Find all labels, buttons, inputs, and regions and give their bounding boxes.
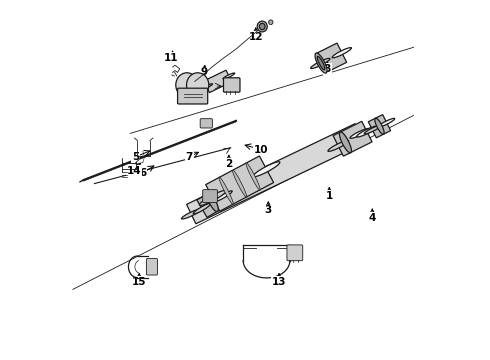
Polygon shape (187, 124, 365, 224)
FancyBboxPatch shape (223, 78, 240, 92)
Ellipse shape (269, 20, 273, 24)
FancyBboxPatch shape (287, 245, 303, 261)
FancyBboxPatch shape (177, 88, 208, 104)
Text: 4: 4 (368, 213, 376, 222)
Ellipse shape (181, 209, 201, 219)
Ellipse shape (246, 163, 260, 190)
Polygon shape (316, 43, 346, 73)
Text: 10: 10 (254, 144, 269, 154)
Ellipse shape (317, 56, 325, 70)
Ellipse shape (207, 193, 218, 212)
Ellipse shape (375, 118, 384, 134)
Ellipse shape (328, 140, 348, 151)
Text: 14: 14 (126, 166, 141, 176)
Ellipse shape (379, 118, 395, 127)
Ellipse shape (253, 162, 280, 177)
Text: 11: 11 (164, 53, 179, 63)
Text: 2: 2 (225, 159, 232, 169)
Text: 3: 3 (265, 206, 272, 216)
Text: 1: 1 (326, 191, 333, 201)
Ellipse shape (219, 177, 233, 204)
Ellipse shape (223, 73, 235, 79)
Polygon shape (368, 114, 391, 138)
Ellipse shape (257, 21, 267, 32)
Polygon shape (204, 70, 232, 93)
FancyBboxPatch shape (203, 190, 218, 203)
Ellipse shape (176, 73, 198, 97)
FancyBboxPatch shape (200, 119, 212, 128)
Ellipse shape (193, 203, 211, 214)
Text: 7: 7 (186, 152, 193, 162)
Ellipse shape (350, 129, 369, 138)
Polygon shape (333, 121, 372, 156)
Ellipse shape (311, 58, 330, 68)
Ellipse shape (187, 73, 209, 97)
Ellipse shape (232, 170, 247, 197)
Text: 13: 13 (272, 277, 286, 287)
Text: 8: 8 (324, 64, 331, 74)
Ellipse shape (315, 53, 327, 73)
FancyBboxPatch shape (147, 258, 157, 275)
Ellipse shape (215, 191, 232, 201)
Text: 12: 12 (248, 32, 263, 41)
Text: 6: 6 (139, 168, 147, 178)
Ellipse shape (340, 132, 351, 153)
Ellipse shape (332, 48, 351, 58)
Polygon shape (206, 156, 273, 211)
Ellipse shape (201, 84, 213, 90)
Text: 15: 15 (132, 277, 147, 287)
Ellipse shape (364, 126, 380, 134)
Ellipse shape (259, 23, 265, 30)
Polygon shape (197, 188, 228, 217)
Ellipse shape (199, 190, 226, 206)
Ellipse shape (357, 126, 377, 137)
Text: 9: 9 (200, 67, 207, 77)
Text: 5: 5 (132, 152, 139, 162)
